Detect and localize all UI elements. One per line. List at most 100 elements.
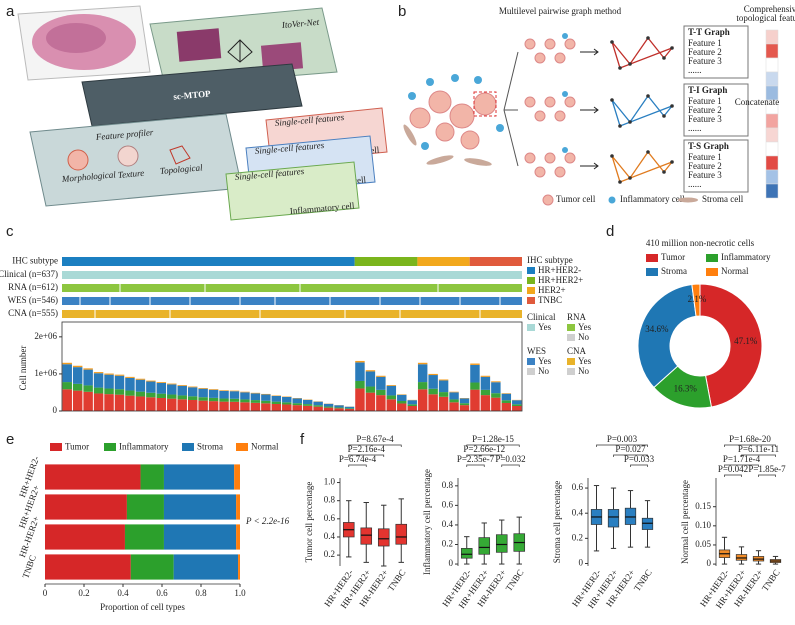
arrow: [580, 162, 599, 170]
bar-segment: [397, 403, 407, 411]
bar-segment: [355, 380, 365, 389]
bracket: [613, 454, 648, 457]
box: [395, 523, 408, 545]
bar-segment: [313, 406, 323, 411]
bar-segment: [449, 391, 459, 393]
bar-segment: [438, 380, 449, 393]
track-label: WES (n=546): [8, 295, 58, 305]
graph-node: [662, 56, 666, 60]
track-cell: [62, 257, 355, 266]
bar-segment: [334, 407, 344, 409]
track-label: RNA (n=612): [8, 282, 58, 292]
cell-icon: [524, 38, 536, 50]
feature-cell: [765, 127, 779, 143]
track-cell: [62, 284, 522, 292]
x-tick-label: TNBC: [632, 568, 654, 593]
legend-swatch: [706, 254, 718, 262]
bar-segment: [236, 524, 240, 550]
plate: [81, 63, 303, 127]
bar-segment: [62, 362, 72, 365]
legend-label: Normal: [251, 442, 279, 452]
feature-label: Topological: [159, 162, 203, 176]
arrow: [503, 109, 519, 167]
bar-segment: [156, 397, 167, 411]
legend-label: Yes: [578, 322, 592, 332]
bar-segment: [93, 393, 104, 411]
bar-segment: [93, 372, 104, 374]
graph-node: [610, 154, 614, 158]
p-value: P=1.85e-7: [748, 464, 786, 474]
legend-title: WES: [527, 346, 546, 356]
x-tick-label: TNBC: [386, 568, 408, 593]
decoration: [421, 142, 429, 150]
bar-segment: [417, 364, 428, 383]
box: [460, 548, 473, 559]
y-tick-label: 0.6: [442, 499, 454, 509]
legend-label: Tumor cell: [556, 194, 596, 204]
bar-segment: [135, 396, 146, 411]
feature-cell: [765, 155, 779, 171]
output-label: Comprehensive: [744, 4, 795, 14]
graph-node: [610, 40, 614, 44]
graph-name: T-I Graph: [688, 85, 727, 95]
card: [225, 161, 360, 221]
bar-segment: [428, 373, 438, 376]
y-tick-label: 0: [707, 558, 712, 568]
bracket: [741, 454, 776, 457]
bar-segment: [72, 390, 83, 411]
bar-segment: [62, 389, 72, 411]
bar-segment: [72, 365, 83, 368]
bar-segment: [45, 524, 125, 550]
bar-segment: [355, 360, 365, 363]
graph-node: [662, 170, 666, 174]
bar-segment: [62, 382, 72, 390]
bar-segment: [240, 392, 250, 400]
bar-segment: [491, 393, 501, 398]
bar-segment: [323, 407, 334, 411]
bar-segment: [282, 396, 292, 403]
x-tick-label: 0.4: [117, 588, 129, 598]
cell-icon: [67, 149, 89, 171]
bar-segment: [292, 403, 302, 406]
panel-letter: e: [6, 431, 14, 448]
bar-segment: [480, 376, 491, 390]
box: [607, 509, 620, 528]
bar-segment: [480, 389, 491, 396]
bar-segment: [512, 400, 522, 405]
x-tick-label: TNBC: [504, 568, 526, 593]
bar-segment: [376, 395, 386, 411]
y-tick-label: 0.05: [695, 539, 711, 549]
bar-segment: [114, 389, 125, 395]
y-axis-label: Cell number: [18, 346, 28, 391]
legend-swatch: [527, 267, 535, 274]
bar-segment: [501, 393, 512, 394]
track-cell: [62, 310, 522, 318]
output-label: topological features: [736, 13, 795, 23]
x-tick-label: 1.0: [234, 588, 246, 598]
decoration: [464, 158, 492, 166]
bar-segment: [449, 402, 459, 411]
decoration: [426, 155, 454, 165]
bar-segment: [365, 371, 376, 387]
legend-label: Yes: [578, 356, 592, 366]
bar-segment: [417, 382, 428, 390]
box: [478, 537, 491, 555]
bar-segment: [62, 364, 72, 383]
bar-segment: [292, 398, 302, 404]
legend-label: Stroma cell: [702, 194, 744, 204]
bar-segment: [302, 404, 313, 406]
bar-segment: [386, 385, 397, 386]
bar-segment: [334, 405, 344, 408]
bar-segment: [449, 392, 459, 400]
bar-segment: [449, 399, 459, 403]
legend-label: Normal: [721, 266, 749, 276]
decoration: [408, 92, 416, 100]
bracket: [466, 444, 520, 447]
graph-box: [683, 83, 749, 137]
cell-cluster: [403, 74, 504, 166]
plate-title: ItoVer-Net: [280, 17, 320, 30]
panel-letter: b: [398, 3, 406, 20]
bar-segment: [45, 464, 141, 490]
decoration: [403, 124, 417, 146]
